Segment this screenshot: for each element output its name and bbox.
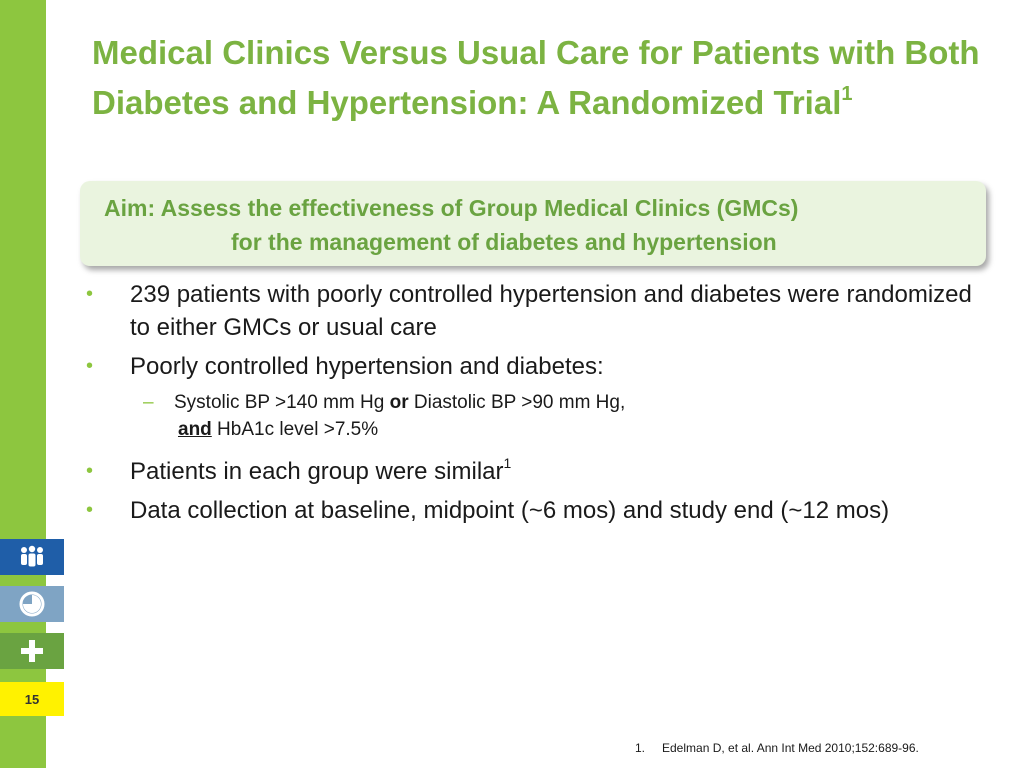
bullet-marker: • <box>86 355 94 377</box>
bullet-item: • Data collection at baseline, midpoint … <box>86 494 986 527</box>
bullet-text: Data collection at baseline, midpoint (~… <box>130 497 890 524</box>
sub-bullet-continuation: and HbA1c level >7.5% <box>174 416 986 443</box>
title-superscript: 1 <box>841 83 853 105</box>
bullet-marker: • <box>86 460 94 482</box>
bullet-marker: • <box>86 283 94 305</box>
sub-bullet-part2: Diastolic BP >90 mm Hg, <box>408 392 626 413</box>
sub-bullet-marker: – <box>143 392 154 413</box>
footnote-text: Edelman D, et al. Ann Int Med 2010;152:6… <box>662 741 919 755</box>
slide-title: Medical Clinics Versus Usual Care for Pa… <box>92 28 992 128</box>
sub-bullet-part1: Systolic BP >140 mm Hg <box>174 392 390 413</box>
plus-icon <box>0 633 64 669</box>
footnote: 1. Edelman D, et al. Ann Int Med 2010;152… <box>635 741 919 755</box>
bullet-list: • 239 patients with poorly controlled hy… <box>86 278 986 533</box>
page-number: 15 <box>0 682 64 716</box>
bullet-marker: • <box>86 499 94 521</box>
slide-title-text: Medical Clinics Versus Usual Care for Pa… <box>92 34 980 121</box>
bullet-superscript: 1 <box>503 455 512 471</box>
sub-bullet-item: – Systolic BP >140 mm Hg or Diastolic BP… <box>86 389 986 443</box>
bullet-item: • 239 patients with poorly controlled hy… <box>86 278 986 344</box>
aim-line-1: Aim: Assess the effectiveness of Group M… <box>104 195 799 221</box>
bullet-item: • Poorly controlled hypertension and dia… <box>86 350 986 383</box>
bullet-text: Patients in each group were similar <box>130 458 504 485</box>
footnote-number: 1. <box>635 741 646 755</box>
sub-bullet-part3: HbA1c level >7.5% <box>211 419 379 440</box>
sub-bullet-and: and <box>178 419 212 440</box>
bullet-text: Poorly controlled hypertension and diabe… <box>130 353 604 380</box>
sub-bullet-or: or <box>389 392 409 413</box>
aim-box: Aim: Assess the effectiveness of Group M… <box>80 181 986 266</box>
pie-chart-icon <box>0 586 64 622</box>
people-icon <box>0 539 64 575</box>
bullet-text: 239 patients with poorly controlled hype… <box>130 281 972 341</box>
bullet-item: • Patients in each group were similar1 <box>86 455 986 488</box>
aim-line-2: for the management of diabetes and hyper… <box>231 229 777 255</box>
